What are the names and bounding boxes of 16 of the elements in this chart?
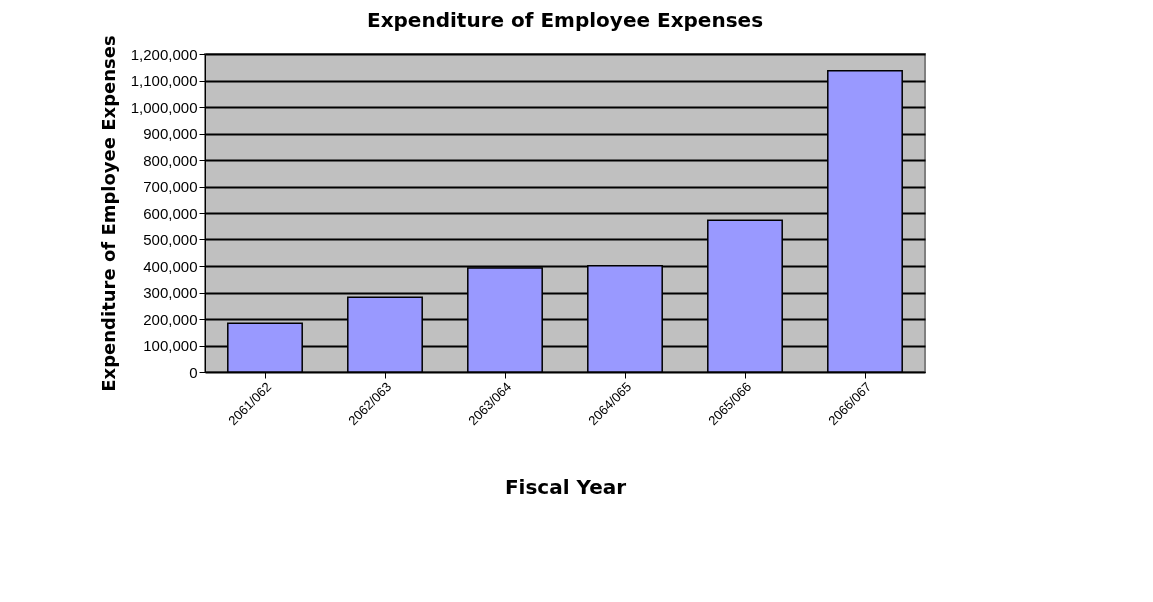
y-tick-label: 600,000 — [143, 204, 198, 222]
y-tick-label: 500,000 — [143, 231, 198, 248]
y-tick-label: 200,000 — [143, 310, 198, 328]
y-tick-label: 0 — [189, 363, 198, 381]
y-tick-label: 900,000 — [143, 125, 198, 142]
chart-title: Expenditure of Employee Expenses — [366, 7, 764, 32]
y-tick-label: 1,100,000 — [130, 72, 198, 89]
y-tick-label: 400,000 — [143, 257, 198, 275]
y-tick-label: 100,000 — [143, 337, 198, 354]
y-tick-label: 1,000,000 — [130, 98, 198, 116]
y-tick-label: 700,000 — [143, 178, 198, 195]
y-tick-label: 800,000 — [143, 151, 198, 169]
y-axis-title: Expenditure of Employee Expenses — [97, 35, 119, 392]
y-tick-label: 300,000 — [143, 284, 198, 301]
x-axis-title: Fiscal Year — [504, 475, 627, 500]
y-tick-label: 1,200,000 — [130, 45, 198, 63]
